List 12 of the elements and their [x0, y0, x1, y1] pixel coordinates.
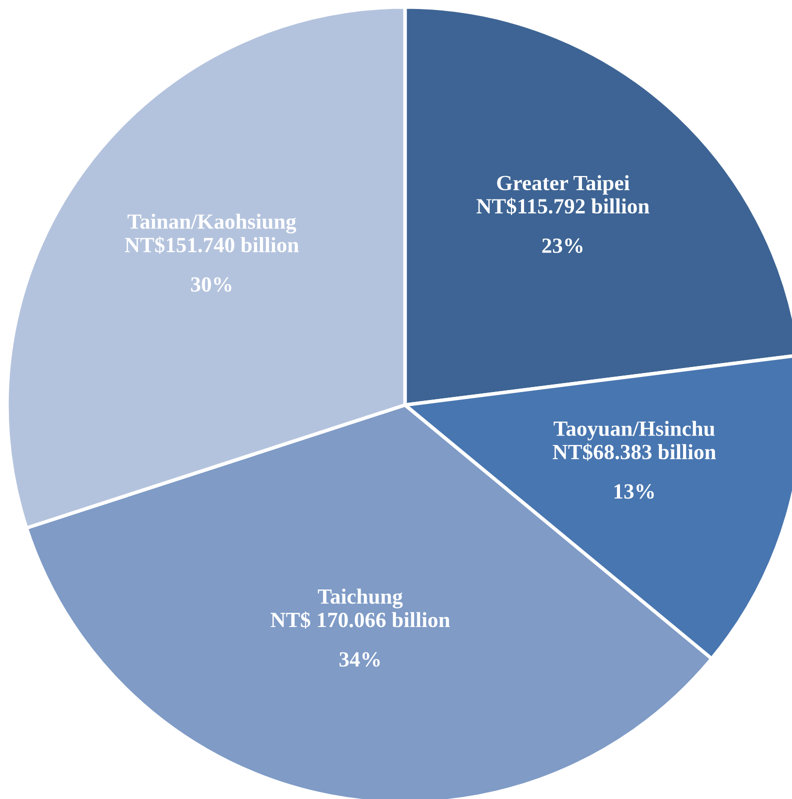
- slice-label: Taichung: [318, 588, 403, 608]
- data-label: 23%: [542, 238, 582, 254]
- slice-label: Taoyuan/Hsinchu: [554, 420, 715, 440]
- data-label: 34%: [340, 652, 380, 667]
- text: NT$68.383 billion: [552, 443, 716, 461]
- text: NT$ 170.066 billion: [270, 611, 450, 629]
- text: NT$115.792 billion: [476, 198, 650, 215]
- text: NT$151.740 billion: [124, 236, 299, 254]
- slice-label: Tainan/Kaohsiung: [128, 214, 296, 234]
- data-label: 30%: [191, 277, 232, 292]
- slice-label: Greater Taipei: [497, 175, 630, 195]
- data-label: 13%: [614, 484, 654, 499]
